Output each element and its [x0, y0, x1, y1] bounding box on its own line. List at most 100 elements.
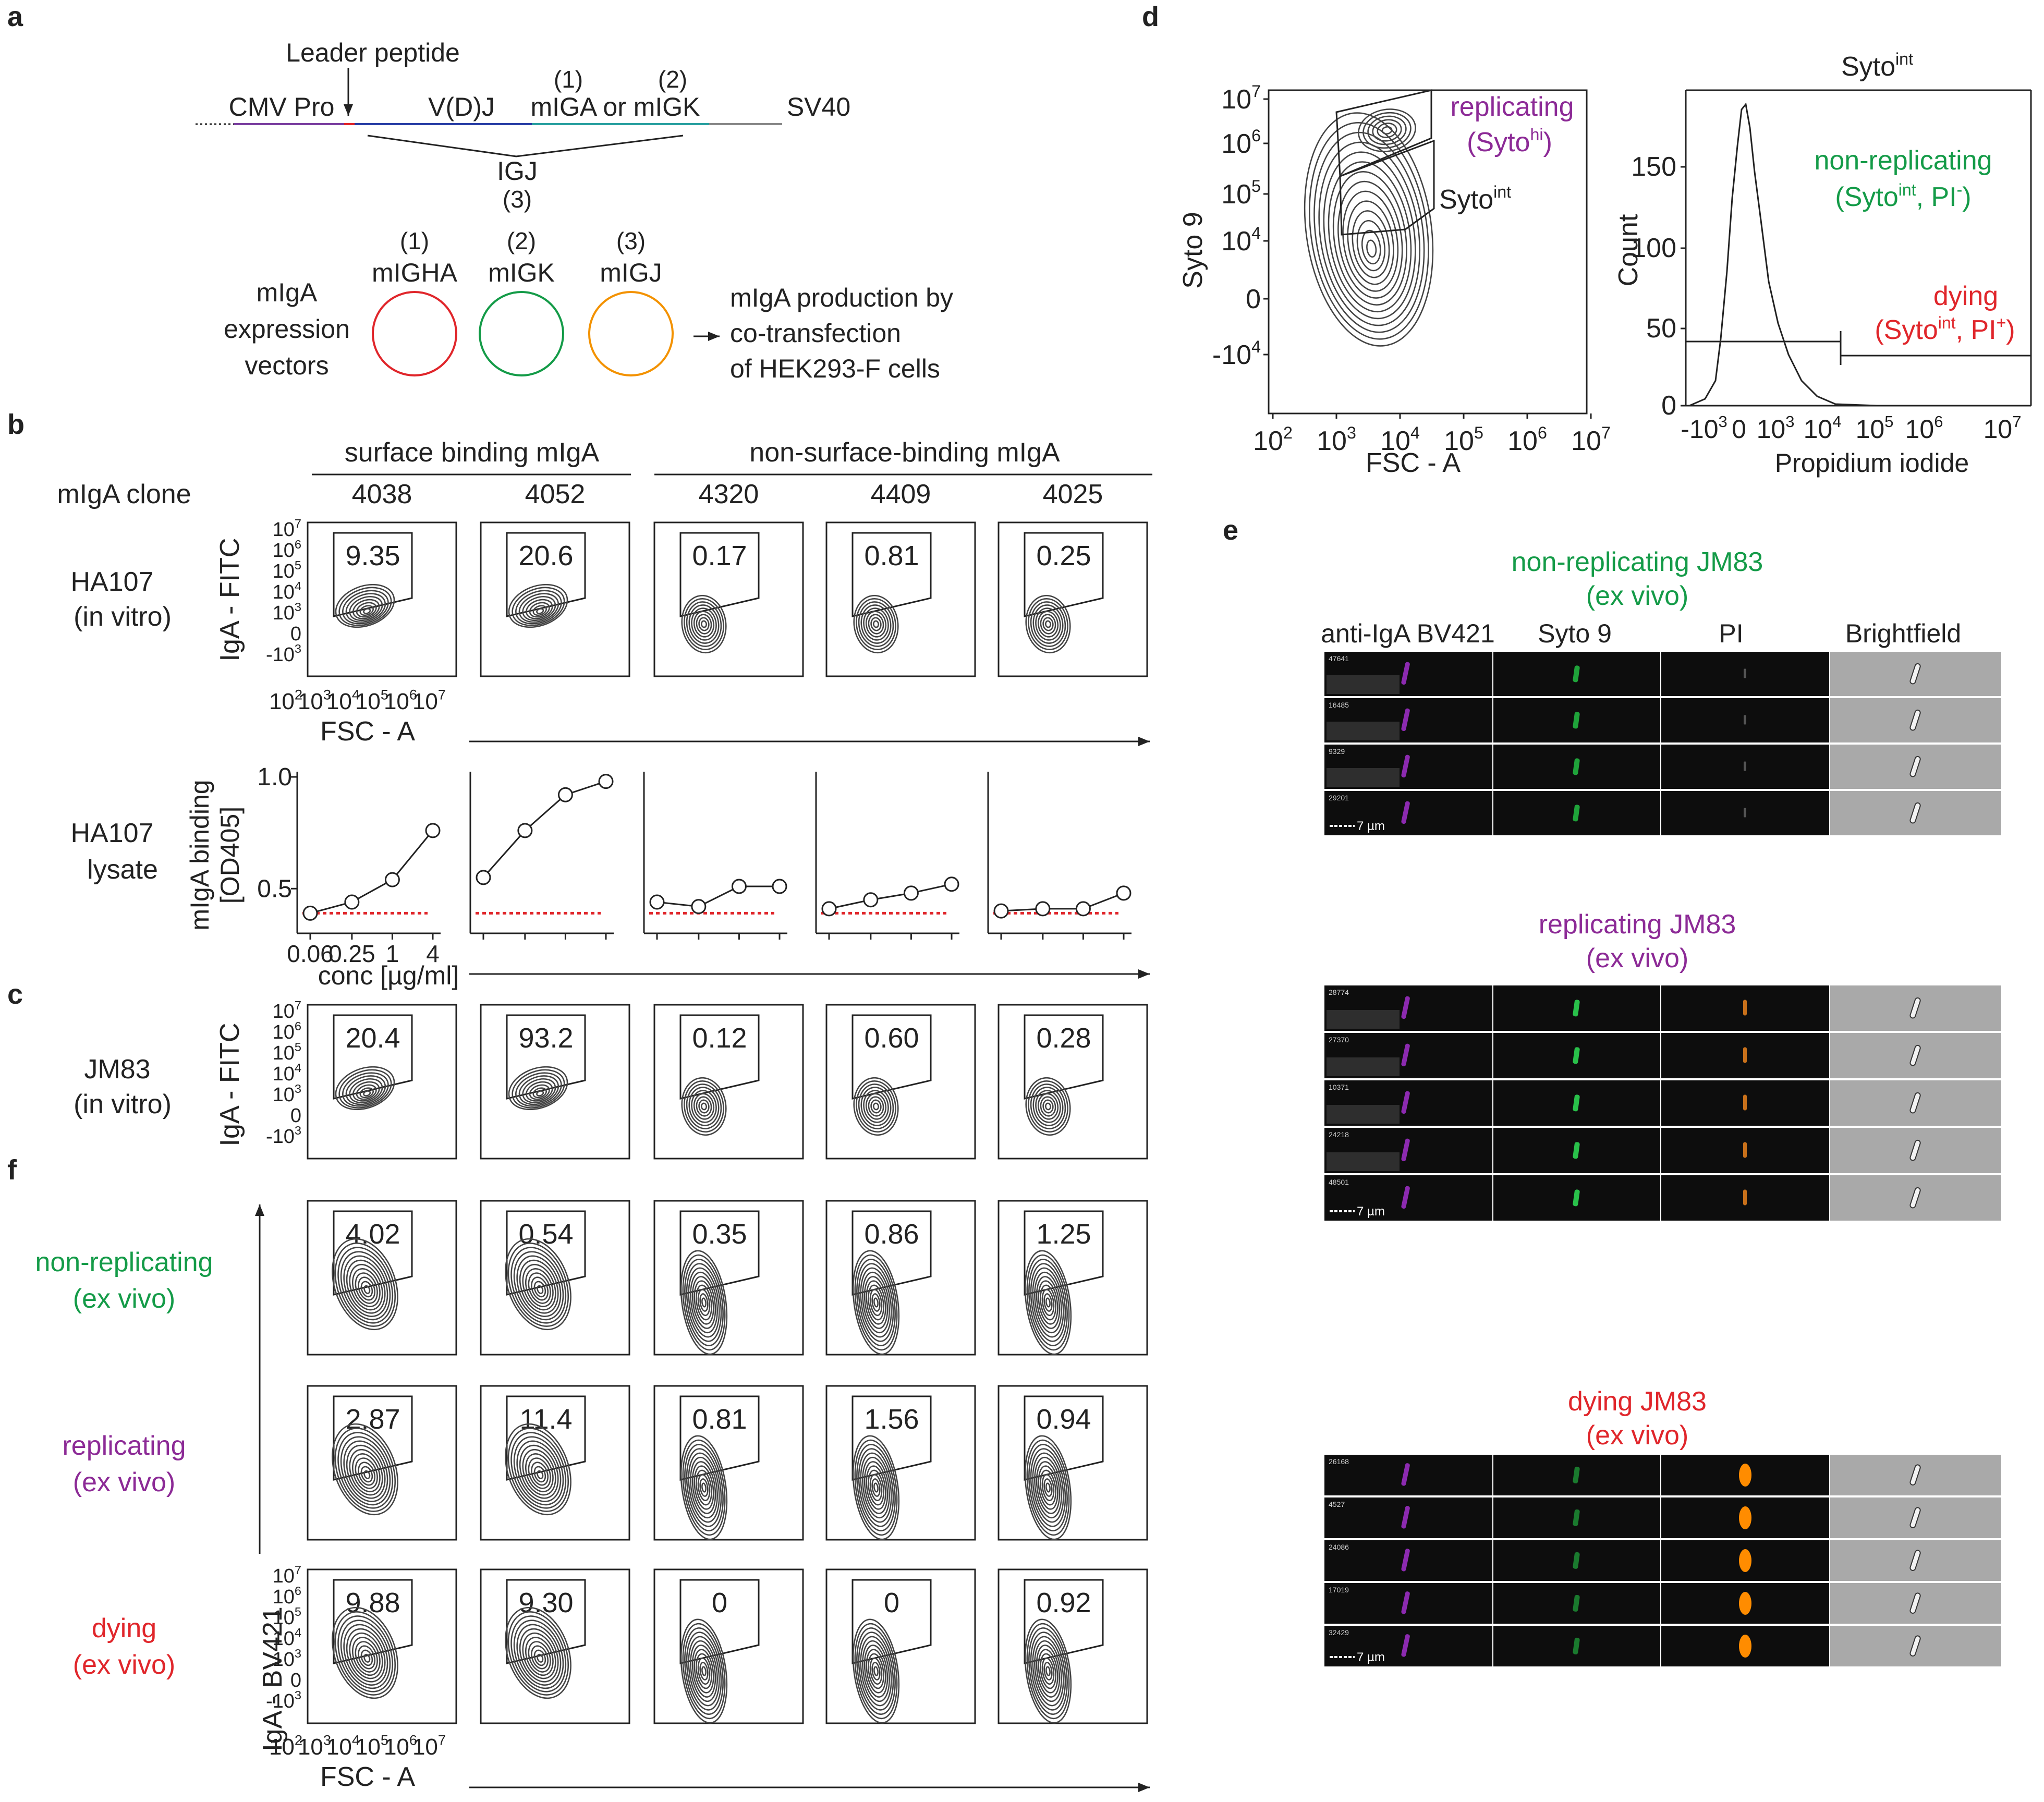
- overlay-box: [1327, 675, 1400, 694]
- tick-label: -104: [1212, 337, 1261, 370]
- igj-label: IGJ: [497, 156, 538, 186]
- row-label: HA107: [71, 818, 154, 848]
- tick-label: 1: [386, 940, 399, 967]
- tick-label: -103: [266, 1688, 301, 1712]
- contour-line: [686, 1448, 722, 1527]
- row-label: dying: [92, 1613, 156, 1643]
- row-label: (in vitro): [74, 602, 172, 632]
- contour-line: [868, 1653, 884, 1689]
- contour-line: [533, 1466, 546, 1483]
- contour-line: [1040, 1653, 1056, 1689]
- contour-line: [352, 1268, 381, 1308]
- contour-line: [337, 1432, 394, 1509]
- arrow-head: [1138, 969, 1150, 979]
- contour-line: [852, 1250, 900, 1355]
- tick-label: 107: [273, 517, 301, 541]
- image-row: 16485: [1324, 698, 2001, 742]
- contour-line: [529, 1084, 550, 1100]
- contour-plot: [508, 583, 568, 628]
- contour-line: [349, 1448, 383, 1496]
- arrow-head: [1138, 1783, 1150, 1792]
- contour-line: [681, 594, 727, 654]
- contour-plot: [505, 1423, 571, 1516]
- image-row: 4527: [1324, 1497, 2001, 1538]
- row-label: lysate: [87, 855, 158, 885]
- contour-plot: [1025, 594, 1071, 654]
- elisa-series-4038: [291, 772, 441, 940]
- group-title: replicating JM83: [1539, 909, 1736, 940]
- facs-plot: 1.25: [997, 1200, 1148, 1356]
- facs-frame: [997, 1568, 1148, 1724]
- gate-percent: 0.60: [864, 1022, 919, 1054]
- contour-line: [512, 1069, 565, 1109]
- contour-line: [1036, 1276, 1061, 1329]
- contour-line: [873, 1102, 879, 1111]
- bacterium-bv421: [1401, 1463, 1410, 1486]
- contour-line: [701, 620, 707, 628]
- cmv-pro-label: CMV Pro: [229, 92, 335, 121]
- tick-label: 0.25: [328, 940, 375, 967]
- image-cell: [1324, 1175, 1492, 1221]
- sv40-label: SV40: [787, 92, 850, 121]
- contour-line: [526, 1081, 553, 1102]
- contour-line: [863, 1461, 889, 1514]
- contour-line: [681, 1077, 727, 1136]
- panel-letter-c: c: [7, 979, 23, 1010]
- contour-line: [1032, 1452, 1064, 1523]
- y-axis-label: mIgA binding: [185, 780, 214, 930]
- contour-line: [1024, 1435, 1072, 1540]
- bacterium-pi: [1743, 1094, 1747, 1111]
- tick-label: 0: [1661, 391, 1676, 421]
- bacterium-bv421: [1401, 1091, 1410, 1114]
- bacterium-bv421: [1401, 1549, 1410, 1572]
- bacterium-syto9: [1573, 805, 1580, 822]
- x-axis-label: conc [µg/ml]: [318, 961, 459, 990]
- x-axis-label: FSC - A: [320, 1762, 415, 1792]
- contour-line: [343, 1255, 388, 1317]
- contour-line: [332, 1238, 398, 1331]
- data-point: [302, 905, 318, 921]
- contour-line: [860, 1267, 892, 1338]
- contour-line: [691, 1276, 716, 1329]
- object-id: 48501: [1329, 1178, 1349, 1186]
- gate-percent: 0.94: [1036, 1404, 1091, 1435]
- contour-plot: [335, 583, 395, 628]
- bacterium-brightfield: [1909, 756, 1921, 777]
- contour-line: [690, 1456, 718, 1519]
- series-line: [310, 830, 434, 914]
- tick-label: 106: [273, 1019, 301, 1043]
- contour-line: [525, 1453, 554, 1493]
- facs-frame: [997, 521, 1148, 677]
- gate: [506, 532, 586, 617]
- contour-line: [363, 1470, 371, 1479]
- contour-line: [858, 601, 894, 647]
- contour-line: [537, 1285, 544, 1294]
- tick-label: 107: [273, 1563, 301, 1587]
- contour-line: [868, 1284, 884, 1321]
- contour-line: [536, 608, 544, 614]
- contour-line: [860, 1087, 892, 1126]
- contour-line: [866, 1280, 886, 1325]
- data-point: [731, 879, 747, 894]
- bacterium-syto9: [1573, 1594, 1580, 1612]
- contour-line: [516, 1624, 562, 1686]
- tick-label: 103: [1317, 423, 1356, 456]
- contour-line: [863, 1276, 889, 1329]
- contour-line: [856, 1080, 896, 1133]
- contour-line: [699, 1662, 709, 1681]
- contour-line: [1337, 180, 1403, 299]
- contour-line: [531, 1645, 549, 1670]
- vector-name: mIGJ: [600, 258, 662, 287]
- panel-letter-a: a: [7, 1, 23, 32]
- contour-line: [349, 596, 383, 622]
- contour-line: [684, 1444, 724, 1531]
- contour-line: [507, 1428, 569, 1512]
- contour-line: [1038, 1465, 1058, 1510]
- row-label: HA107: [71, 567, 154, 597]
- contour-line: [363, 608, 371, 614]
- contour-line: [869, 1657, 883, 1685]
- facs-plot: 20.6: [480, 521, 630, 677]
- gate-percent: 1.25: [1036, 1219, 1091, 1250]
- contour-line: [533, 1649, 546, 1666]
- contour-line: [507, 1243, 569, 1327]
